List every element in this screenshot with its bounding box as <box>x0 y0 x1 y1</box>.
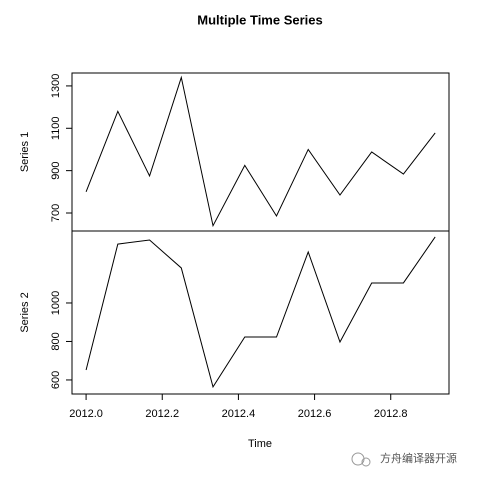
y-tick-label: 1300 <box>50 74 62 98</box>
y-tick-label: 800 <box>50 332 62 350</box>
watermark-icon <box>361 457 371 467</box>
x-axis-label: Time <box>248 438 272 450</box>
y-tick-label: 1100 <box>50 116 62 140</box>
y-tick-label: 900 <box>50 161 62 179</box>
x-tick-label: 2012.4 <box>222 408 256 420</box>
x-tick-label: 2012.0 <box>69 408 103 420</box>
y-tick-label: 600 <box>50 371 62 389</box>
y-axis-label: Series 2 <box>19 292 31 332</box>
watermark-icon <box>351 452 365 466</box>
watermark-group: 方舟编译器开源 <box>351 451 457 467</box>
x-tick-label: 2012.6 <box>298 408 332 420</box>
y-tick-label: 700 <box>50 204 62 222</box>
x-tick-label: 2012.2 <box>145 408 179 420</box>
x-tick-label: 2012.8 <box>374 408 408 420</box>
series-line <box>85 236 436 389</box>
chart-title: Multiple Time Series <box>197 12 322 27</box>
y-axis-label: Series 1 <box>19 132 31 172</box>
series-line <box>85 75 436 228</box>
watermark: 方舟编译器开源 <box>380 451 457 465</box>
y-tick-label: 1000 <box>50 291 62 315</box>
